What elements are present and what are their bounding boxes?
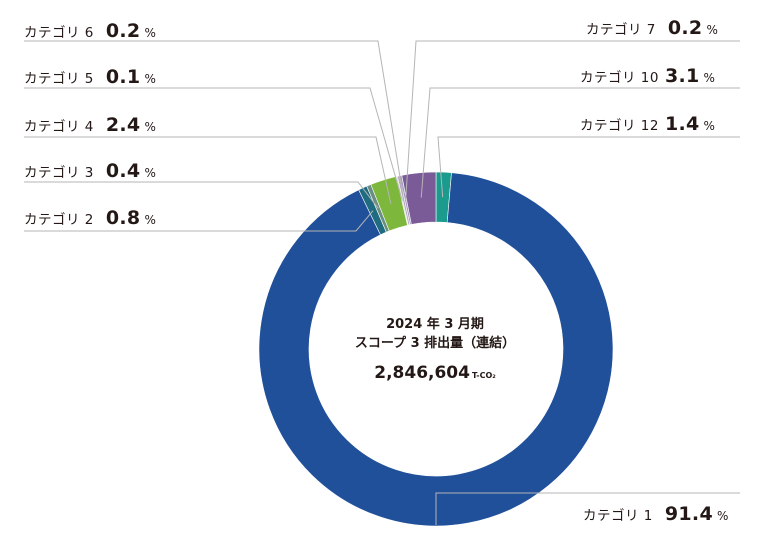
label-cat6: カテゴリ 6 0.2 %: [24, 20, 156, 42]
leader-line-cat10: [420, 87, 740, 198]
label-cat1: カテゴリ 1 91.4 %: [583, 503, 728, 525]
label-cat6-value: 0.2: [105, 20, 141, 42]
label-cat3: カテゴリ 3 0.4 %: [24, 160, 156, 182]
label-cat3-percent: %: [144, 166, 156, 180]
label-cat2-value: 0.8: [105, 207, 141, 229]
label-cat7: カテゴリ 7 0.2 %: [586, 17, 718, 39]
total-value: 2,846,604: [374, 363, 470, 383]
label-cat3-value: 0.4: [105, 160, 141, 182]
leader-line-cat2: [24, 210, 374, 232]
label-cat7-percent: %: [706, 23, 718, 37]
label-cat2-percent: %: [144, 213, 156, 227]
leader-line-cat4: [24, 136, 392, 204]
label-cat7-name: カテゴリ 7: [586, 22, 656, 38]
label-cat4-value: 2.4: [105, 114, 141, 136]
label-cat10-value: 3.1: [664, 65, 700, 87]
label-cat12-value: 1.4: [664, 113, 700, 135]
label-cat12: カテゴリ 12 1.4 %: [580, 113, 715, 135]
leader-line-cat6: [24, 40, 405, 201]
center-title-line1: 2024 年 3 月期: [386, 317, 484, 332]
label-cat10-percent: %: [703, 71, 715, 85]
label-cat6-name: カテゴリ 6: [24, 25, 94, 41]
leader-line-cat7: [405, 40, 740, 201]
label-cat5-name: カテゴリ 5: [24, 71, 94, 87]
slice-cat1: [258, 172, 614, 527]
label-cat12-percent: %: [703, 119, 715, 133]
label-cat4-name: カテゴリ 4: [24, 119, 94, 135]
label-cat2-name: カテゴリ 2: [24, 212, 94, 228]
label-cat1-name: カテゴリ 1: [583, 508, 653, 524]
label-cat12-name: カテゴリ 12: [580, 118, 659, 134]
label-cat6-percent: %: [144, 26, 156, 40]
label-cat3-name: カテゴリ 3: [24, 165, 94, 181]
slice-cat10: [401, 171, 437, 225]
label-cat5-percent: %: [144, 72, 156, 86]
label-cat10-name: カテゴリ 10: [580, 70, 659, 86]
leader-line-cat3: [24, 181, 379, 209]
label-cat4-percent: %: [144, 120, 156, 134]
label-cat10: カテゴリ 10 3.1 %: [580, 65, 715, 87]
label-cat7-value: 0.2: [667, 17, 703, 39]
leader-line-cat12: [437, 136, 740, 198]
label-cat1-percent: %: [716, 509, 729, 523]
leader-line-cat5: [24, 87, 403, 201]
label-cat4: カテゴリ 4 2.4 %: [24, 114, 156, 136]
label-cat5-value: 0.1: [105, 66, 141, 88]
label-cat5: カテゴリ 5 0.1 %: [24, 66, 156, 88]
label-cat1-value: 91.4: [664, 503, 713, 525]
leader-line-cat1: [435, 492, 740, 525]
total-emissions: 2,846,604 T-CO₂: [335, 363, 535, 383]
total-unit: T-CO₂: [471, 371, 496, 380]
center-title-line2: スコープ 3 排出量（連結）: [354, 336, 516, 351]
label-cat2: カテゴリ 2 0.8 %: [24, 207, 156, 229]
chart-center-text: 2024 年 3 月期 スコープ 3 排出量（連結） 2,846,604 T-CO…: [335, 315, 535, 383]
